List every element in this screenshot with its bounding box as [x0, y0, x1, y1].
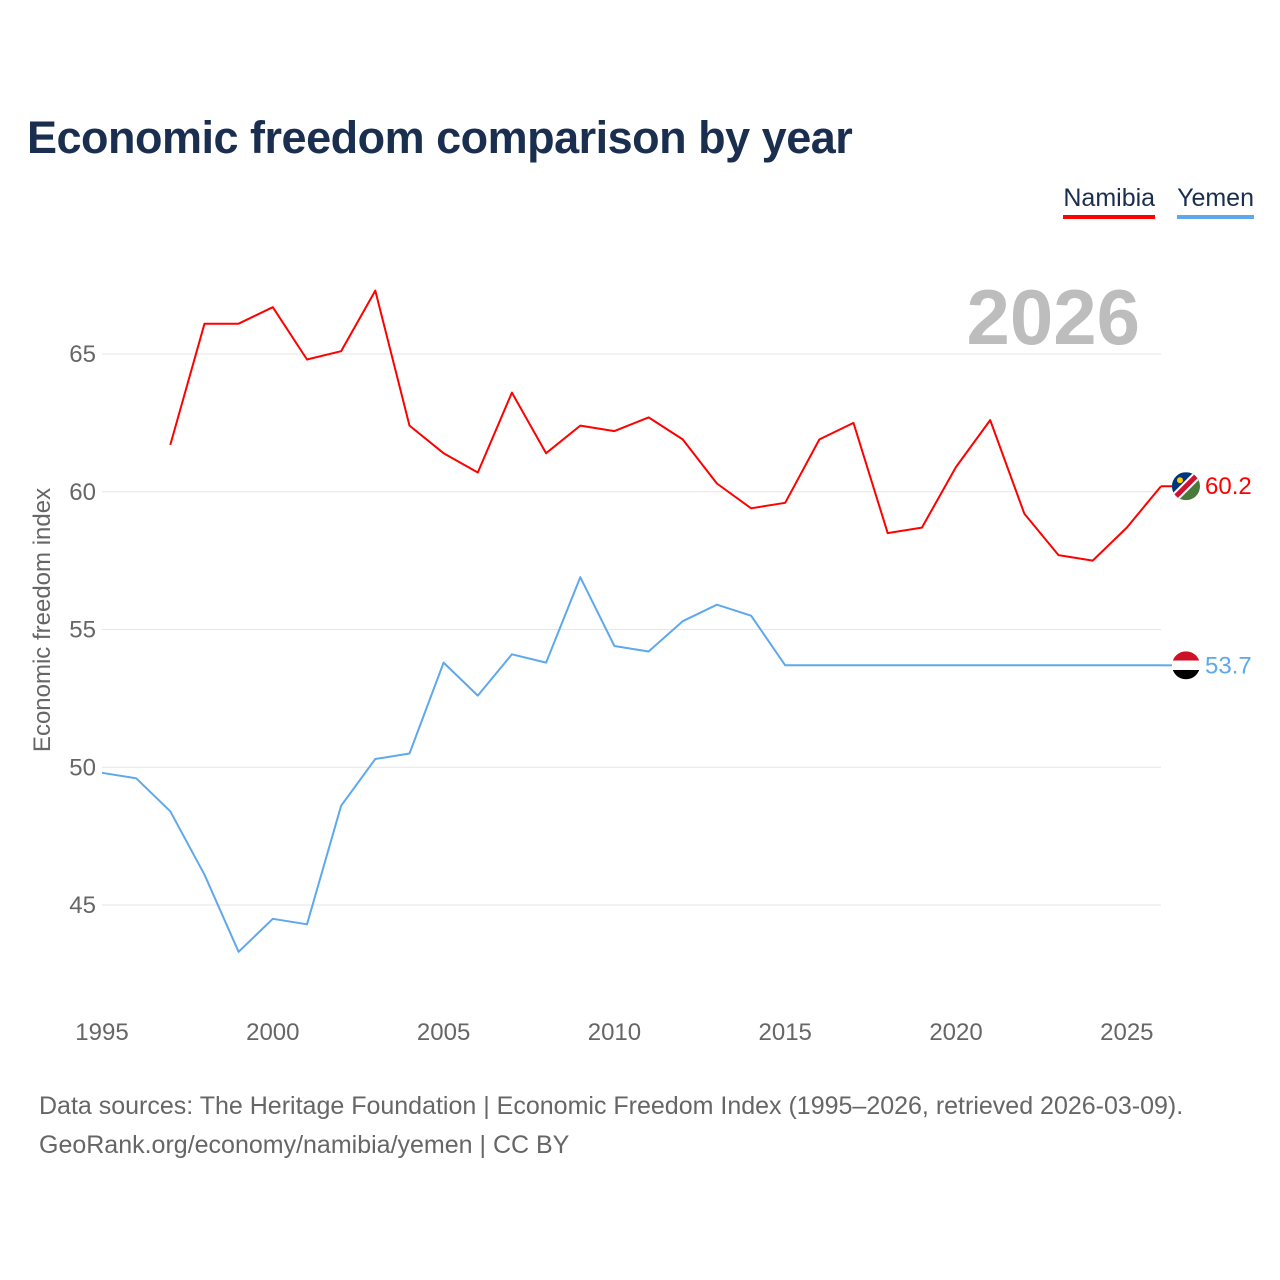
- end-value-label: 53.7: [1205, 652, 1252, 679]
- flag-sun: [1177, 477, 1183, 484]
- x-tick-label: 2010: [588, 1019, 641, 1046]
- year-label: 2026: [966, 273, 1140, 361]
- flag-namibia-icon: [1172, 472, 1200, 501]
- x-tick-label: 2020: [929, 1019, 982, 1046]
- flag-body: [1172, 651, 1200, 680]
- series-line-yemen: [101, 576, 1161, 953]
- chart-title: Economic freedom comparison by year: [27, 112, 853, 163]
- legend: Namibia Yemen: [1063, 184, 1254, 219]
- y-axis-label: Economic freedom index: [29, 488, 56, 752]
- x-tick-label: 2015: [759, 1019, 812, 1046]
- y-tick-label: 50: [69, 754, 96, 781]
- x-tick-label: 2000: [246, 1019, 299, 1046]
- legend-namibia[interactable]: Namibia: [1063, 184, 1156, 219]
- flag-yemen-icon: [1172, 651, 1200, 680]
- series-line-namibia: [169, 289, 1162, 562]
- end-value-label: 60.2: [1205, 473, 1252, 500]
- source-line-2[interactable]: GeoRank.org/economy/namibia/yemen | CC B…: [39, 1131, 570, 1159]
- x-tick-label: 1995: [75, 1019, 128, 1046]
- legend-yemen[interactable]: Yemen: [1177, 184, 1254, 219]
- flag-stripe: [1172, 660, 1200, 670]
- source-line-1: Data sources: The Heritage Foundation | …: [39, 1092, 1184, 1120]
- flag-stripe: [1172, 651, 1200, 661]
- flag-stripe: [1172, 669, 1200, 680]
- y-tick-label: 65: [69, 341, 96, 368]
- x-tick-label: 2005: [417, 1019, 470, 1046]
- flag-band: [1172, 472, 1200, 501]
- y-tick-label: 60: [69, 479, 96, 506]
- source-note: Data sources: The Heritage Foundation | …: [39, 1087, 1183, 1165]
- x-tick-label: 2025: [1100, 1019, 1153, 1046]
- y-tick-label: 45: [69, 892, 96, 919]
- y-tick-label: 55: [69, 617, 96, 644]
- flag-body: [1172, 472, 1200, 501]
